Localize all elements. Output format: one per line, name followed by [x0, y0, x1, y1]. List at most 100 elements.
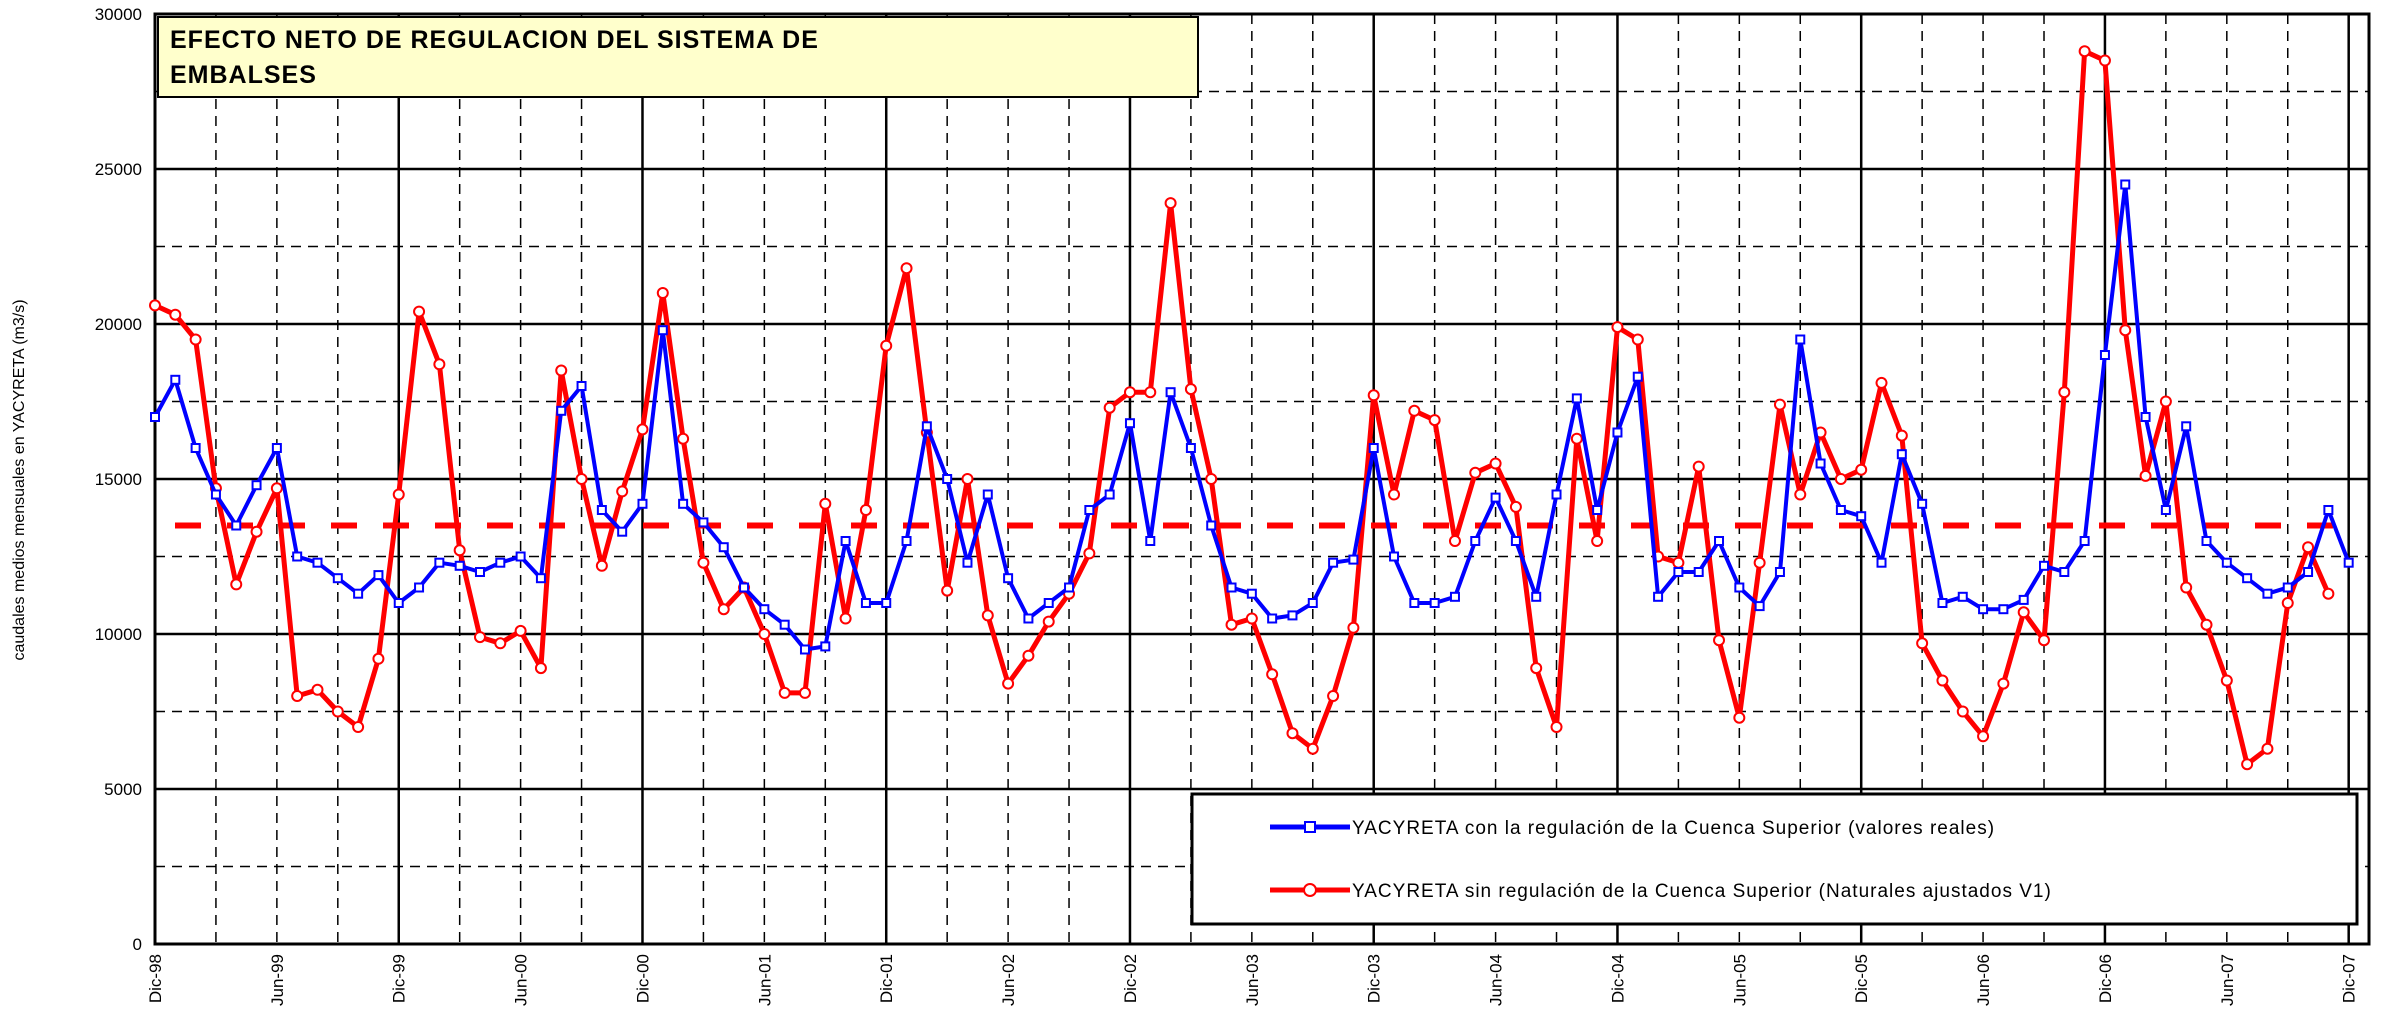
- data-point: [596, 505, 607, 515]
- data-point: [414, 582, 425, 593]
- annotation-box-background: [157, 16, 1199, 98]
- y-tick-label: 10000: [95, 625, 142, 644]
- y-tick-label: 25000: [95, 160, 142, 179]
- data-point: [1936, 674, 1949, 687]
- data-point: [1916, 637, 1929, 650]
- series-line: [153, 48, 2331, 767]
- legend-box: [1190, 792, 2359, 926]
- data-point: [1022, 649, 1035, 662]
- data-point: [839, 612, 852, 625]
- data-point: [1692, 460, 1705, 473]
- data-point: [291, 690, 304, 702]
- data-point: [1448, 535, 1461, 547]
- data-point: [1185, 443, 1196, 453]
- x-tick-label: Dic-04: [1608, 954, 1627, 1003]
- data-point: [2038, 634, 2051, 647]
- data-point: [2343, 557, 2354, 568]
- data-point: [311, 683, 324, 696]
- data-point: [1550, 721, 1563, 733]
- data-point: [2242, 573, 2253, 584]
- data-point: [312, 557, 323, 568]
- data-point: [413, 305, 426, 318]
- data-point: [535, 573, 546, 584]
- data-point: [1104, 489, 1115, 500]
- data-point: [1328, 557, 1339, 568]
- data-point: [1123, 386, 1136, 399]
- data-point: [1144, 386, 1157, 399]
- data-point: [637, 498, 648, 509]
- data-point: [1307, 598, 1318, 608]
- data-point: [1693, 567, 1704, 577]
- data-point: [1612, 427, 1623, 438]
- data-point: [1347, 621, 1360, 634]
- data-point: [1875, 376, 1888, 389]
- data-point: [1489, 457, 1502, 470]
- data-point: [1165, 387, 1176, 398]
- data-point: [2059, 567, 2070, 577]
- data-point: [617, 526, 628, 537]
- data-point: [1510, 536, 1521, 546]
- data-point: [2119, 324, 2132, 337]
- data-point: [189, 333, 202, 346]
- data-point: [616, 485, 629, 498]
- data-point: [1917, 498, 1928, 509]
- data-point: [1611, 321, 1624, 334]
- data-point: [1937, 598, 1948, 608]
- data-point: [555, 364, 568, 377]
- series-regulated: [150, 179, 2354, 655]
- data-point: [677, 432, 690, 445]
- data-point: [433, 358, 446, 371]
- data-point: [2180, 581, 2193, 594]
- data-point: [514, 624, 527, 637]
- y-tick-label: 30000: [95, 5, 142, 24]
- data-point: [1551, 489, 1562, 500]
- data-point: [2241, 758, 2254, 771]
- data-point: [881, 598, 892, 608]
- x-tick-label: Jun-99: [268, 954, 287, 1006]
- data-point: [230, 578, 243, 591]
- x-tick-label: Jun-04: [1487, 954, 1506, 1006]
- data-point: [332, 573, 343, 584]
- data-point: [2322, 587, 2335, 600]
- data-point: [1713, 634, 1726, 647]
- data-point: [170, 374, 181, 385]
- data-point: [352, 721, 365, 733]
- data-point: [1409, 598, 1420, 608]
- data-point: [2079, 536, 2090, 546]
- data-point: [697, 556, 710, 569]
- legend-entries: YACYRETA con la regulación de la Cuenca …: [1270, 818, 2051, 902]
- x-tick-label: Dic-05: [1852, 954, 1871, 1003]
- data-point: [1428, 414, 1441, 427]
- y-axis-ticks: 0 5000 10000 15000 20000 25000 30000: [95, 5, 142, 954]
- data-point: [1815, 458, 1826, 469]
- data-point: [575, 473, 588, 485]
- data-point: [1205, 473, 1218, 485]
- data-point: [1631, 333, 1644, 346]
- data-point: [921, 421, 932, 432]
- data-point: [1388, 488, 1401, 501]
- data-point: [494, 637, 507, 650]
- x-tick-label: Jun-06: [1974, 954, 1993, 1006]
- data-point: [231, 520, 242, 531]
- data-point: [1509, 500, 1522, 513]
- data-point: [2201, 536, 2212, 546]
- data-point: [2017, 606, 2030, 619]
- data-point: [656, 287, 669, 299]
- plot-frame: [153, 12, 2371, 946]
- data-point: [1184, 383, 1197, 396]
- data-point: [1835, 505, 1846, 515]
- data-point: [210, 489, 221, 500]
- data-point: [779, 619, 790, 630]
- data-point: [1449, 591, 1460, 602]
- data-point: [2039, 560, 2050, 571]
- data-point: [1653, 591, 1664, 602]
- data-point: [331, 705, 344, 718]
- data-point: [150, 412, 160, 422]
- data-point: [2282, 582, 2293, 593]
- y-axis-label: caudales medios mensuales en YACYRETA (m…: [11, 299, 28, 660]
- data-point: [454, 560, 465, 571]
- y-tick-label: 5000: [104, 780, 142, 799]
- data-point: [1042, 615, 1055, 628]
- data-point: [981, 609, 994, 622]
